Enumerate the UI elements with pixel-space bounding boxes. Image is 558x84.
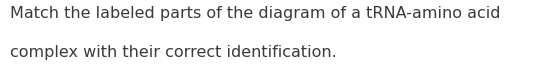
Text: Match the labeled parts of the diagram of a tRNA-amino acid: Match the labeled parts of the diagram o… [10,6,501,21]
Text: complex with their correct identification.: complex with their correct identificatio… [10,45,337,60]
